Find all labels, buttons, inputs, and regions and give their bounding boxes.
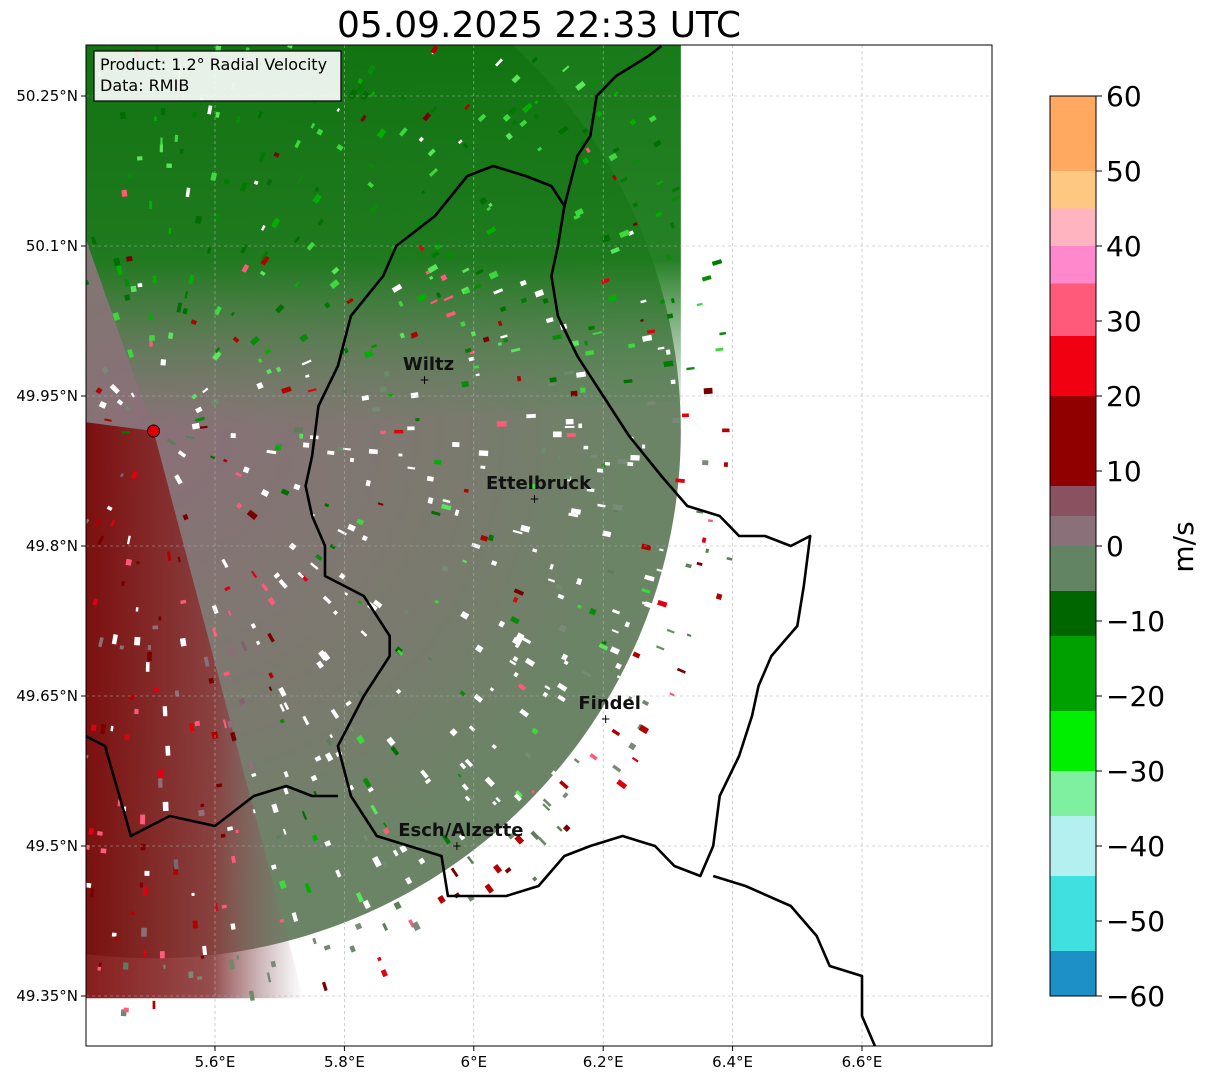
colorbar-tick-label: −30 — [1106, 755, 1165, 788]
city-marker: + — [419, 373, 429, 387]
france-germany-border — [712, 874, 877, 1046]
colorbar-tick-label: −10 — [1106, 605, 1165, 638]
colorbar-tick-label: −40 — [1106, 830, 1165, 863]
france-belgium-border — [86, 734, 338, 838]
outbound-velocity-area — [86, 422, 304, 999]
colorbar-tick-label: 60 — [1106, 80, 1142, 113]
colorbar-tick-label: 40 — [1106, 230, 1142, 263]
y-tick-label: 49.65°N — [16, 687, 78, 705]
colorbar-label: m/s — [1167, 521, 1200, 572]
colorbar-segment — [1050, 876, 1096, 951]
colorbar-tick-label: 20 — [1106, 380, 1142, 413]
germany-belgium-border — [563, 45, 663, 207]
colorbar-segment — [1050, 816, 1096, 876]
longitude-ticks: 5.6°E 5.8°E 6°E 6.2°E 6.4°E 6.6°E — [195, 1046, 883, 1071]
colorbar-segment — [1050, 283, 1096, 336]
colorbar: 60 50 40 30 20 10 0 −10 −20 −30 −40 −50 −60 — [1049, 80, 1165, 1013]
colorbar-tick-label: 50 — [1106, 155, 1142, 188]
colorbar-tick-label: −20 — [1106, 680, 1165, 713]
x-tick-label: 6.4°E — [712, 1053, 753, 1071]
colorbar-segment — [1050, 396, 1096, 486]
colorbar-segment — [1050, 636, 1096, 711]
colorbar-segment — [1050, 711, 1096, 771]
city-marker: + — [529, 492, 539, 506]
y-tick-label: 49.95°N — [16, 387, 78, 405]
info-box: Product: 1.2° Radial Velocity Data: RMIB — [93, 50, 342, 102]
city-label: Findel — [578, 693, 641, 714]
colorbar-tick-label: 10 — [1106, 455, 1142, 488]
colorbar-segment — [1050, 96, 1096, 171]
chart-title: 05.09.2025 22:33 UTC — [337, 5, 741, 46]
info-product: Product: 1.2° Radial Velocity — [100, 55, 327, 74]
latitude-ticks: 50.25°N 50.1°N 49.95°N 49.8°N 49.65°N 49.5°N 4… — [16, 87, 86, 1005]
colorbar-tick-label: −60 — [1106, 980, 1165, 1013]
colorbar-segment — [1050, 516, 1096, 546]
y-tick-label: 49.5°N — [26, 837, 78, 855]
country-borders — [86, 45, 877, 1046]
x-tick-label: 6.2°E — [583, 1053, 624, 1071]
colorbar-segment — [1050, 171, 1096, 209]
y-tick-label: 50.1°N — [26, 237, 78, 255]
city-labels: +Wiltz+Ettelbruck+Findel+Esch/Alzette — [398, 354, 641, 853]
info-data-source: Data: RMIB — [100, 76, 189, 95]
x-tick-label: 5.6°E — [195, 1053, 236, 1071]
y-tick-label: 50.25°N — [16, 87, 78, 105]
colorbar-segment — [1050, 771, 1096, 816]
radar-velocity-field — [86, 45, 733, 1017]
city-label: Wiltz — [403, 354, 454, 375]
colorbar-segment — [1050, 336, 1096, 396]
x-tick-label: 6.6°E — [842, 1053, 883, 1071]
city-label: Esch/Alzette — [398, 820, 523, 841]
luxembourg-border — [304, 164, 812, 898]
colorbar-tick-label: −50 — [1106, 905, 1165, 938]
colorbar-segment — [1050, 591, 1096, 636]
colorbar-segment — [1050, 951, 1096, 996]
y-tick-label: 49.8°N — [26, 537, 78, 555]
colorbar-segment — [1050, 246, 1096, 284]
colorbar-segment — [1050, 208, 1096, 246]
colorbar-segment — [1050, 486, 1096, 516]
map-area: +Wiltz+Ettelbruck+Findel+Esch/Alzette — [86, 45, 992, 1046]
colorbar-tick-label: 30 — [1106, 305, 1142, 338]
y-tick-label: 49.35°N — [16, 987, 78, 1005]
colorbar-tick-label: 0 — [1106, 530, 1124, 563]
city-marker: + — [452, 839, 462, 853]
x-tick-label: 6°E — [461, 1053, 488, 1071]
city-label: Ettelbruck — [486, 473, 592, 494]
radar-site-marker — [147, 424, 161, 438]
x-tick-label: 5.8°E — [324, 1053, 365, 1071]
city-marker: + — [601, 712, 611, 726]
inbound-velocity-area — [86, 45, 681, 431]
colorbar-segment — [1050, 546, 1096, 591]
